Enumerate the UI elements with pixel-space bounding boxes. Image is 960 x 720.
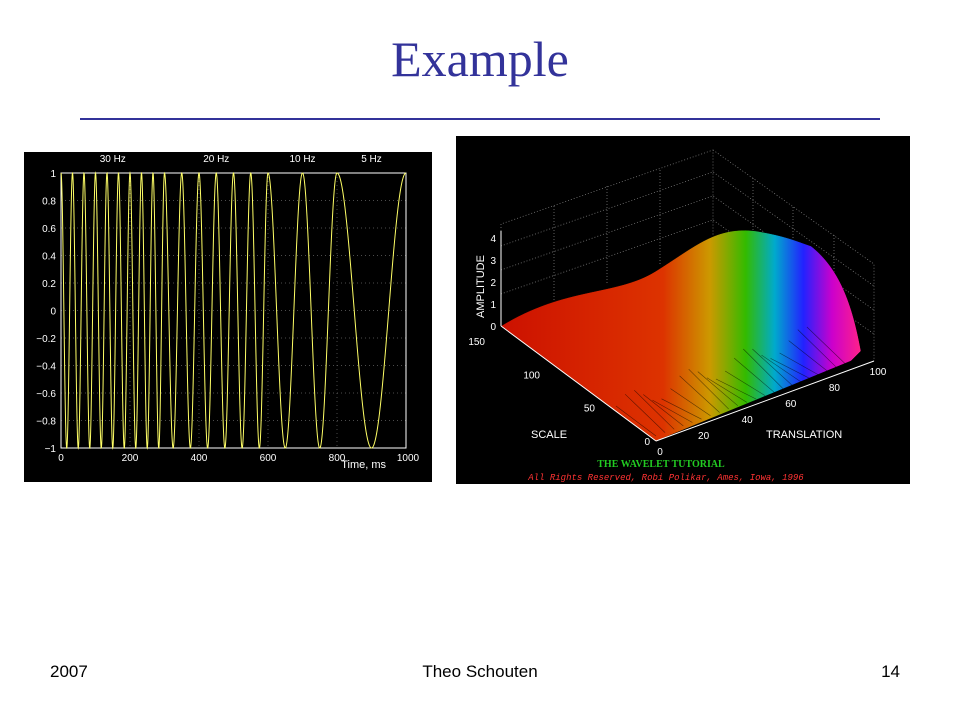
- x-tick-label: 400: [191, 453, 208, 464]
- y-tick-label: 0.4: [42, 252, 56, 263]
- x-tick-label: 800: [329, 453, 346, 464]
- wavelet-surface: 0 1 2 3 4 0 50 100 150 0 20 40 60 80 100 AMPLITUDE S…: [468, 149, 887, 483]
- segment-frequency-label: 30 Hz: [100, 154, 126, 165]
- wavelet-surface-panel: 0 1 2 3 4 0 50 100 150 0 20 40 60 80 100 AMPLITUDE S…: [456, 136, 910, 484]
- scale-tick-label: 100: [523, 370, 540, 381]
- y-tick-label: −0.8: [36, 417, 56, 428]
- scale-tick-label: 0: [644, 437, 650, 448]
- footer-year: 2007: [50, 662, 88, 681]
- credit-line: All Rights Reserved, Robi Polikar, Ames,…: [527, 473, 804, 483]
- scale-tick-label: 50: [584, 404, 596, 415]
- y-tick-label: 0.8: [42, 197, 56, 208]
- segment-frequency-label: 10 Hz: [289, 154, 315, 165]
- translation-tick-label: 0: [657, 447, 663, 458]
- amplitude-tick-label: 1: [490, 300, 496, 311]
- translation-tick-label: 20: [698, 431, 710, 442]
- amplitude-tick-label: 3: [490, 256, 496, 267]
- signal-plot-panel: 1 0.8 0.6 0.4 0.2 0 −0.2 −0.4 −0.6 −0.8 −1 0 200 400…: [24, 152, 432, 482]
- amplitude-tick-label: 4: [490, 234, 496, 245]
- translation-tick-label: 80: [829, 383, 841, 394]
- y-tick-label: −0.4: [36, 362, 56, 373]
- y-tick-label: 0.6: [42, 224, 56, 235]
- scale-tick-label: 150: [468, 337, 485, 348]
- x-axis-label: Time, ms: [341, 459, 386, 471]
- segment-frequency-label: 5 Hz: [361, 154, 382, 165]
- y-tick-label: 1: [50, 169, 56, 180]
- y-tick-label: −0.6: [36, 389, 56, 400]
- credit-title: THE WAVELET TUTORIAL: [597, 459, 725, 470]
- z-axis-label: AMPLITUDE: [475, 255, 487, 318]
- scale-axis-label: SCALE: [531, 429, 567, 441]
- y-tick-label: 0.2: [42, 279, 56, 290]
- footer-page-number: 14: [881, 662, 900, 681]
- footer-author: Theo Schouten: [422, 662, 538, 681]
- y-tick-label: −0.2: [36, 334, 56, 345]
- signal-line: [60, 171, 407, 450]
- y-tick-label: 0: [50, 307, 56, 318]
- amplitude-tick-label: 0: [490, 322, 496, 333]
- signal-plot: 1 0.8 0.6 0.4 0.2 0 −0.2 −0.4 −0.6 −0.8 −1 0 200 400…: [36, 154, 420, 471]
- x-tick-label: 200: [122, 453, 139, 464]
- y-tick-label: −1: [45, 444, 57, 455]
- surface-mesh: [500, 229, 862, 442]
- translation-tick-label: 60: [785, 399, 797, 410]
- segment-frequency-label: 20 Hz: [203, 154, 229, 165]
- surface-ridges: [615, 326, 848, 437]
- x-tick-label: 1000: [397, 453, 420, 464]
- translation-tick-label: 100: [870, 367, 887, 378]
- slide-title: Example: [391, 31, 569, 87]
- surface-axes: [500, 231, 875, 442]
- x-tick-label: 600: [260, 453, 277, 464]
- amplitude-tick-label: 2: [490, 278, 496, 289]
- x-tick-label: 0: [58, 453, 64, 464]
- title-rule: [80, 118, 880, 120]
- translation-axis-label: TRANSLATION: [766, 429, 842, 441]
- translation-tick-label: 40: [742, 415, 754, 426]
